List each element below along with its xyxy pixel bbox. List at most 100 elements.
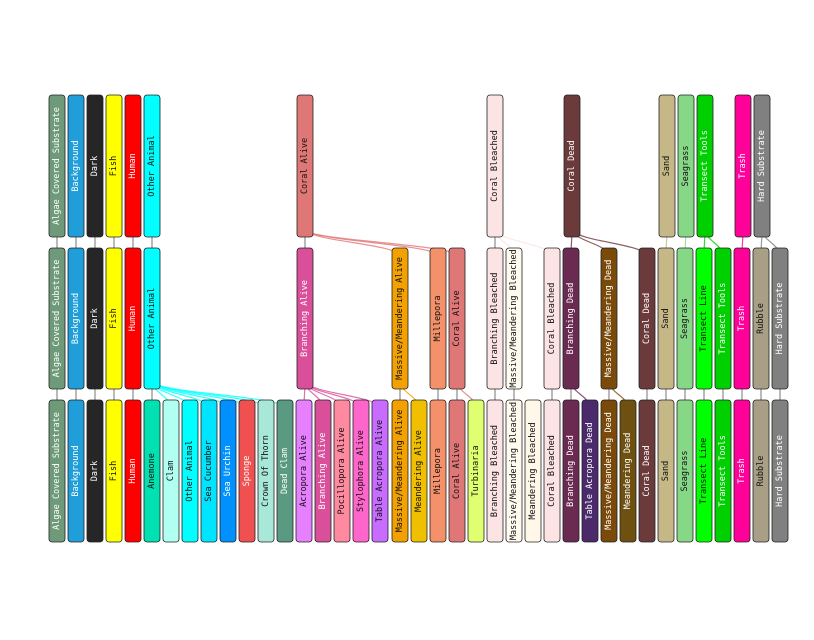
node-box <box>200 399 218 543</box>
node-label: Hard Substrate <box>757 130 767 202</box>
node-box <box>410 399 428 543</box>
node-box <box>658 94 676 238</box>
node-box <box>429 247 447 390</box>
node-bottom-anemone: Anemone <box>143 399 161 543</box>
node-box <box>543 247 561 390</box>
node-top-trash: Trash <box>734 94 752 238</box>
node-box <box>714 399 732 543</box>
node-middle-transect-line: Transect Line <box>695 247 713 390</box>
node-box <box>124 94 142 238</box>
node-label: Anemone <box>147 453 157 489</box>
node-middle-millepora: Millepora <box>429 247 447 390</box>
node-box <box>86 94 104 238</box>
node-box <box>143 399 161 543</box>
node-box <box>467 399 485 543</box>
node-middle-human: Human <box>124 247 142 390</box>
node-label: Coral Bleached <box>547 283 557 355</box>
node-box <box>695 247 713 390</box>
node-label: Rubble <box>756 456 766 487</box>
link-edge <box>151 382 286 407</box>
node-box <box>657 399 675 543</box>
node-top-hard-substrate: Hard Substrate <box>753 94 771 238</box>
node-label: Coral Dead <box>567 140 577 191</box>
node-box <box>105 94 123 238</box>
node-bottom-other-animal: Other Animal <box>181 399 199 543</box>
node-bottom-dark: Dark <box>86 399 104 543</box>
node-bottom-algae-covered-substrate: Algae Covered Substrate <box>48 399 66 543</box>
node-label: Fish <box>109 156 119 176</box>
node-box <box>638 247 656 390</box>
node-label: Coral Bleached <box>490 130 500 202</box>
node-box <box>448 399 466 543</box>
node-top-algae-covered-substrate: Algae Covered Substrate <box>48 94 66 238</box>
node-box <box>67 247 85 390</box>
node-bottom-clam: Clam <box>162 399 180 543</box>
node-label: Acropora Alive <box>299 435 309 507</box>
node-box <box>524 399 542 543</box>
node-box <box>448 247 466 390</box>
node-label: Sand <box>662 156 672 176</box>
node-label: Background <box>71 293 81 344</box>
node-label: Coral Alive <box>300 138 310 194</box>
node-top-coral-alive: Coral Alive <box>296 94 314 238</box>
node-label: Stylophora Alive <box>356 430 366 512</box>
node-label: Coral Dead <box>642 445 652 496</box>
node-box <box>752 247 770 390</box>
node-bottom-sponge: Sponge <box>238 399 256 543</box>
node-label: Transect Tools <box>718 283 728 355</box>
node-box <box>771 247 789 390</box>
node-box <box>563 94 581 238</box>
node-top-seagrass: Seagrass <box>677 94 695 238</box>
node-box <box>733 399 751 543</box>
node-label: Coral Alive <box>452 443 462 499</box>
node-label: Human <box>128 153 138 179</box>
node-middle-trash: Trash <box>733 247 751 390</box>
node-box <box>296 247 314 390</box>
node-middle-massive-meandering-dead: Massive/Meandering Dead <box>600 247 618 390</box>
node-box <box>86 247 104 390</box>
node-label: Background <box>71 140 81 191</box>
node-middle-massive-meandering-bleached: Massive/Meandering Bleached <box>505 247 523 390</box>
node-box <box>391 247 409 390</box>
node-label: Massive/Meandering Alive <box>395 410 405 533</box>
node-box <box>124 399 142 543</box>
node-label: Dark <box>90 461 100 481</box>
node-box <box>162 399 180 543</box>
node-bottom-human: Human <box>124 399 142 543</box>
node-label: Transect Tools <box>718 435 728 507</box>
node-label: Trash <box>737 458 747 484</box>
node-middle-hard-substrate: Hard Substrate <box>771 247 789 390</box>
node-label: Millepora <box>433 295 443 341</box>
node-bottom-massive-meandering-alive: Massive/Meandering Alive <box>391 399 409 543</box>
node-box <box>771 399 789 543</box>
node-bottom-branching-alive: Branching Alive <box>314 399 332 543</box>
node-label: Human <box>128 306 138 332</box>
node-box <box>67 94 85 238</box>
node-label: Branching Alive <box>318 433 328 510</box>
node-middle-dark: Dark <box>86 247 104 390</box>
node-label: Dark <box>90 156 100 176</box>
node-bottom-sea-cucumber: Sea Cucumber <box>200 399 218 543</box>
node-middle-background: Background <box>67 247 85 390</box>
node-box <box>753 94 771 238</box>
node-middle-fish: Fish <box>105 247 123 390</box>
node-box <box>67 399 85 543</box>
node-label: Transect Line <box>699 285 709 352</box>
node-box <box>219 399 237 543</box>
link-edge <box>304 230 439 255</box>
node-box <box>86 399 104 543</box>
node-label: Transect Tools <box>700 130 710 202</box>
node-top-coral-bleached: Coral Bleached <box>486 94 504 238</box>
node-box <box>124 247 142 390</box>
node-box <box>695 399 713 543</box>
node-box <box>562 399 580 543</box>
node-label: Dead Clam <box>280 448 290 494</box>
node-box <box>276 399 294 543</box>
node-box <box>48 399 66 543</box>
node-box <box>105 399 123 543</box>
node-label: Sea Cucumber <box>204 440 214 501</box>
node-bottom-turbinaria: Turbinaria <box>467 399 485 543</box>
node-label: Algae Covered Substrate <box>52 412 62 530</box>
node-label: Branching Dead <box>566 283 576 355</box>
node-label: Coral Dead <box>642 293 652 344</box>
